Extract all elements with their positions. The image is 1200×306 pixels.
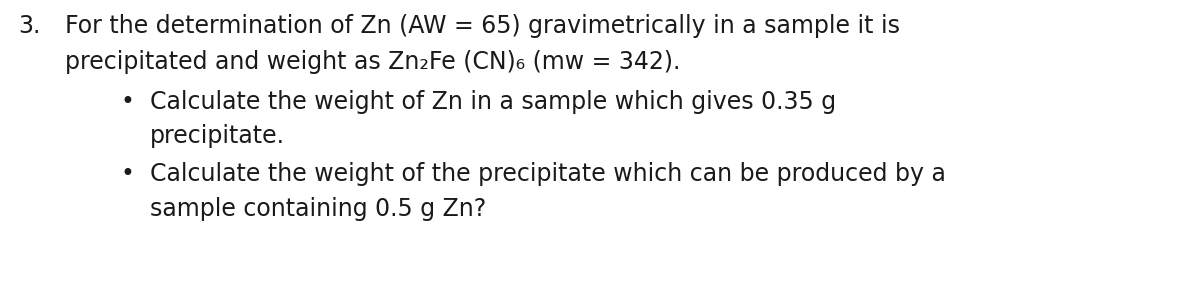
Text: •: • xyxy=(120,162,134,186)
Text: •: • xyxy=(120,90,134,114)
Text: Calculate the weight of Zn in a sample which gives 0.35 g: Calculate the weight of Zn in a sample w… xyxy=(150,90,836,114)
Text: sample containing 0.5 g Zn?: sample containing 0.5 g Zn? xyxy=(150,197,486,221)
Text: For the determination of Zn (AW = 65) gravimetrically in a sample it is: For the determination of Zn (AW = 65) gr… xyxy=(65,14,900,38)
Text: Calculate the weight of the precipitate which can be produced by a: Calculate the weight of the precipitate … xyxy=(150,162,946,186)
Text: 3.: 3. xyxy=(18,14,41,38)
Text: precipitated and weight as Zn₂Fe (CN)₆ (mw = 342).: precipitated and weight as Zn₂Fe (CN)₆ (… xyxy=(65,50,680,74)
Text: precipitate.: precipitate. xyxy=(150,124,286,148)
